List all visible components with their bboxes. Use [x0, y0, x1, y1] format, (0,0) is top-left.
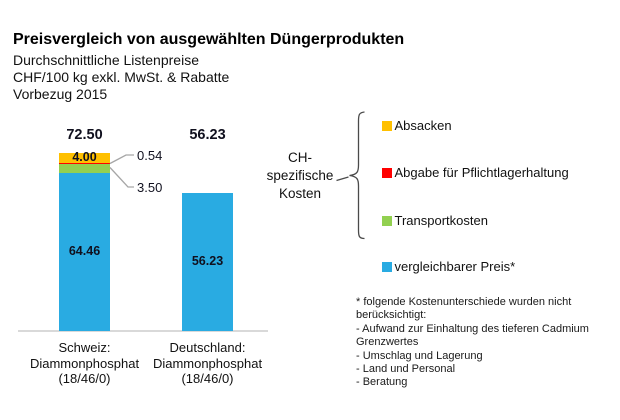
bar-segment-vergleichbarer-preis: [182, 192, 233, 331]
bar-segment-vergleichbarer-preis: [59, 172, 110, 331]
segment-value-label: 64.46: [68, 244, 101, 259]
legend-item-vergleichbarer-preis: vergleichbarer Preis*: [382, 260, 515, 274]
chart-header: Preisvergleich von ausgewählten Düngerpr…: [13, 30, 404, 103]
chart-title: Preisvergleich von ausgewählten Düngerpr…: [13, 31, 405, 48]
segment-value-label: 56.23: [191, 254, 224, 269]
pflichtlager-swatch-icon: [382, 168, 392, 178]
legend-label: Abgabe für Pflichtlagerhaltung: [394, 165, 569, 180]
ch-costs-group-label: CH- spezifische Kosten: [266, 150, 334, 201]
preis-swatch-icon: [382, 262, 392, 272]
legend-item-pflichtlagerhaltung: Abgabe für Pflichtlagerhaltung: [382, 166, 569, 180]
callout-value-label: 3.50: [137, 179, 163, 195]
absacken-swatch-icon: [382, 121, 392, 131]
category-label-deutschland: Deutschland: Diammonphosphat (18/46/0): [152, 340, 263, 386]
legend-label: Transportkosten: [394, 213, 488, 228]
callout-value-label: 0.54: [137, 147, 163, 163]
footnote: * folgende Kostenunterschiede wurden nic…: [356, 296, 589, 389]
bar-total-label: 72.50: [66, 127, 103, 143]
bar-segment-abgabe-f-r-pflichtlagerhaltung: [59, 162, 110, 165]
x-axis-line: [18, 330, 268, 332]
segment-value-label: 4.00: [72, 150, 97, 165]
chart-subtitle: Durchschnittliche Listenpreise CHF/100 k…: [13, 52, 230, 102]
category-label-schweiz: Schweiz: Diammonphosphat (18/46/0): [29, 340, 140, 386]
bar-segment-absacken: [59, 153, 110, 163]
legend-label: Absacken: [394, 118, 452, 133]
transport-swatch-icon: [382, 216, 392, 226]
bar-segment-transportkosten: [59, 164, 110, 173]
legend-item-absacken: Absacken: [382, 119, 452, 133]
legend-label: vergleichbarer Preis*: [394, 259, 516, 274]
bar-total-label: 56.23: [189, 127, 226, 143]
legend-item-transportkosten: Transportkosten: [382, 214, 488, 228]
